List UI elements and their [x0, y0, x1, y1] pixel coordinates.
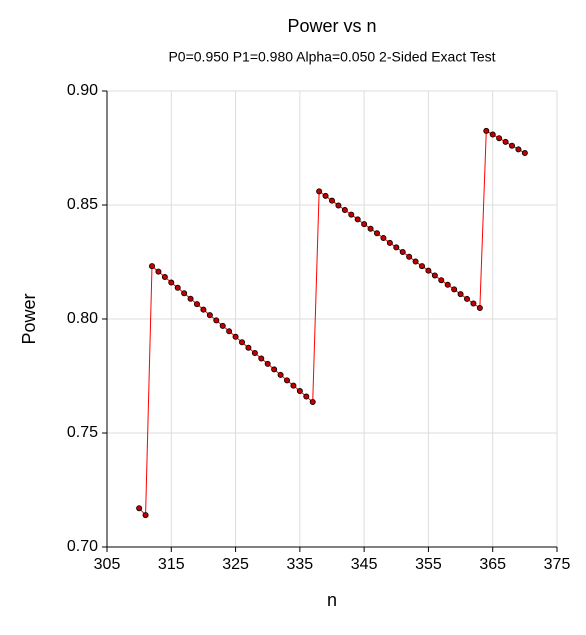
marker — [226, 328, 233, 335]
x-tick-label: 305 — [94, 556, 121, 573]
x-tick-label: 325 — [222, 556, 249, 573]
x-tick-label: 315 — [158, 556, 185, 573]
marker — [296, 388, 303, 395]
marker — [361, 221, 368, 228]
marker — [418, 263, 425, 270]
marker — [463, 295, 470, 302]
marker — [508, 142, 515, 149]
marker — [219, 322, 226, 329]
marker — [521, 150, 528, 157]
x-tick-label: 345 — [351, 556, 378, 573]
marker — [238, 339, 245, 346]
marker — [496, 135, 503, 142]
x-tick-label: 355 — [415, 556, 442, 573]
marker — [451, 286, 458, 293]
marker — [354, 216, 361, 223]
marker — [438, 277, 445, 284]
marker — [380, 235, 387, 242]
marker — [328, 197, 335, 204]
marker — [245, 344, 252, 351]
marker — [444, 281, 451, 288]
marker — [373, 230, 380, 237]
x-axis-label: n — [327, 590, 337, 610]
marker — [174, 284, 181, 291]
marker — [181, 290, 188, 297]
marker — [303, 393, 310, 400]
marker — [348, 211, 355, 218]
marker — [283, 377, 290, 384]
x-tick-label: 335 — [287, 556, 314, 573]
marker — [322, 192, 329, 199]
marker — [316, 188, 323, 195]
marker — [386, 239, 393, 246]
x-tick-label: 365 — [479, 556, 506, 573]
chart-subtitle: P0=0.950 P1=0.980 Alpha=0.050 2-Sided Ex… — [168, 49, 495, 65]
marker — [476, 305, 483, 312]
marker — [200, 306, 207, 313]
x-tick-label: 375 — [544, 556, 571, 573]
chart-title: Power vs n — [287, 16, 376, 36]
marker — [515, 146, 522, 153]
marker — [431, 272, 438, 279]
marker — [483, 127, 490, 134]
marker — [168, 279, 175, 286]
marker — [264, 360, 271, 367]
marker — [161, 274, 168, 281]
marker — [367, 225, 374, 232]
marker — [148, 263, 155, 270]
line — [138, 130, 526, 517]
marker — [393, 244, 400, 251]
marker — [271, 366, 278, 373]
marker — [399, 248, 406, 255]
marker — [277, 371, 284, 378]
y-tick-label: 0.90 — [67, 82, 98, 99]
marker — [213, 317, 220, 324]
marker — [206, 312, 213, 319]
marker — [187, 295, 194, 302]
marker — [457, 291, 464, 298]
y-axis-label: Power — [19, 293, 39, 344]
marker — [136, 505, 143, 512]
marker — [258, 355, 265, 362]
marker — [425, 267, 432, 274]
marker — [406, 253, 413, 260]
y-tick-label: 0.80 — [67, 310, 98, 327]
y-tick-label: 0.70 — [67, 538, 98, 555]
marker — [142, 512, 149, 519]
marker — [335, 202, 342, 209]
marker — [489, 131, 496, 138]
y-tick-label: 0.75 — [67, 424, 98, 441]
marker — [470, 300, 477, 307]
marker — [502, 138, 509, 145]
marker — [412, 258, 419, 265]
marker — [193, 301, 200, 308]
marker — [309, 398, 316, 405]
marker — [290, 382, 297, 389]
marker — [155, 268, 162, 275]
marker — [232, 333, 239, 340]
marker — [341, 207, 348, 214]
y-tick-label: 0.85 — [67, 196, 98, 213]
marker — [251, 349, 258, 356]
